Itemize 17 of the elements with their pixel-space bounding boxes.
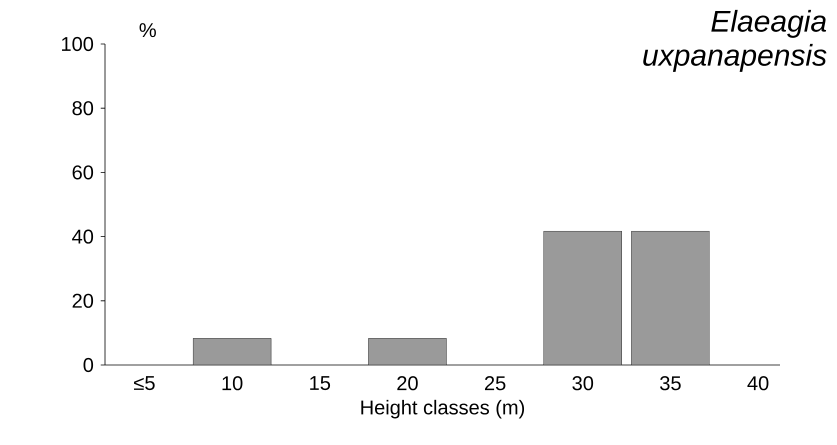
y-tick-label: 60 [72, 165, 94, 180]
x-tick-label: 20 [397, 376, 418, 390]
x-tick-label: 15 [310, 376, 330, 390]
x-tick-label: 10 [222, 376, 242, 390]
y-tick-label: 80 [72, 101, 94, 116]
y-tick-label: 100 [62, 36, 94, 52]
x-tick-label: 30 [572, 376, 594, 390]
x-tick-label: 35 [660, 376, 681, 390]
y-tick-label: 0 [84, 358, 94, 372]
y-axis-title: % [140, 23, 156, 38]
x-tick-label: ≤5 [134, 376, 155, 390]
y-tick-label: 40 [72, 230, 94, 244]
chart-title: Elaeagia uxpanapensis [643, 10, 826, 72]
x-tick-label: 25 [484, 376, 506, 390]
x-tick-label: 40 [747, 376, 768, 390]
y-tick-label: 20 [72, 294, 94, 308]
x-axis-title: Height classes (m) [361, 400, 524, 418]
